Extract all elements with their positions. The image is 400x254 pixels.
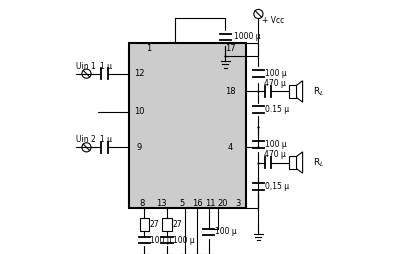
Text: 18: 18	[225, 87, 236, 96]
Text: 17: 17	[225, 44, 236, 53]
Text: 1 μ: 1 μ	[100, 61, 112, 71]
Polygon shape	[296, 81, 303, 102]
Text: 11: 11	[205, 199, 216, 208]
Text: 27: 27	[172, 220, 182, 229]
Text: R$_L$: R$_L$	[313, 85, 324, 98]
Text: 1000 μ: 1000 μ	[234, 32, 261, 41]
Bar	[129, 43, 246, 208]
Text: 1: 1	[146, 44, 152, 53]
Text: 470 μ: 470 μ	[264, 79, 285, 88]
Bar	[289, 156, 296, 169]
Text: 9: 9	[136, 143, 142, 152]
Text: Uin 1: Uin 1	[76, 61, 95, 71]
Text: 27: 27	[150, 220, 159, 229]
Text: 100 μ: 100 μ	[172, 235, 194, 245]
Bar	[289, 85, 296, 98]
Text: + Vcc: + Vcc	[262, 16, 284, 25]
Text: 13: 13	[156, 199, 167, 208]
Text: R$_L$: R$_L$	[313, 156, 324, 169]
Text: Uin 2: Uin 2	[76, 135, 95, 144]
Text: 16: 16	[192, 199, 203, 208]
Bar	[140, 218, 149, 231]
Text: 1 μ: 1 μ	[100, 135, 112, 144]
Text: 100 μ: 100 μ	[150, 235, 172, 245]
Polygon shape	[296, 152, 303, 173]
Text: 4: 4	[228, 143, 233, 152]
Text: 12: 12	[134, 69, 144, 78]
Text: 0,15 μ: 0,15 μ	[265, 182, 289, 191]
Text: 100 μ: 100 μ	[265, 140, 286, 149]
Text: 5: 5	[180, 199, 185, 208]
Text: 470 μ: 470 μ	[264, 150, 285, 160]
Text: 0.15 μ: 0.15 μ	[265, 105, 289, 114]
Text: 100 μ: 100 μ	[265, 69, 286, 78]
Text: 100 μ: 100 μ	[215, 227, 237, 236]
Bar	[162, 218, 172, 231]
Text: 8: 8	[139, 199, 144, 208]
Text: 20: 20	[218, 199, 228, 208]
Text: 10: 10	[134, 107, 144, 116]
Text: 3: 3	[236, 199, 241, 208]
